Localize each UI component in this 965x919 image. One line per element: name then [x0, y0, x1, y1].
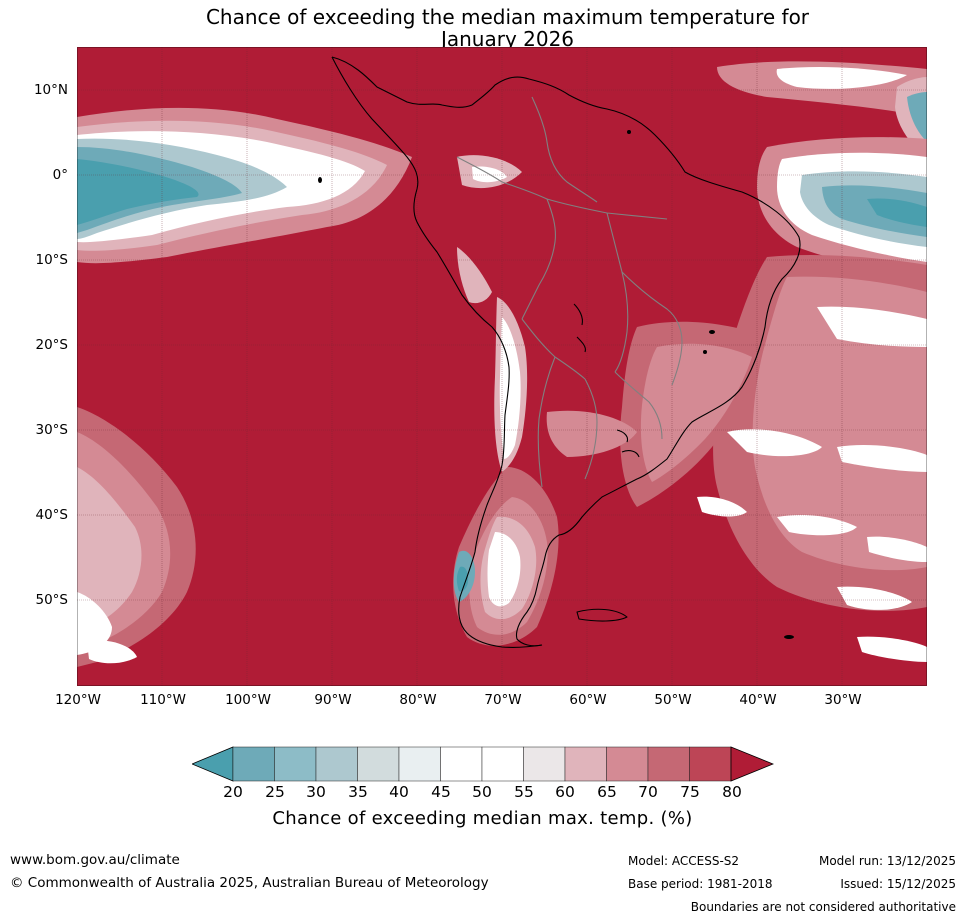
- probability-map: [77, 47, 927, 686]
- colorbar-tick: 70: [638, 783, 658, 801]
- colorbar-extend-high: [730, 746, 774, 782]
- footer-copyright: © Commonwealth of Australia 2025, Austra…: [10, 875, 489, 891]
- map-title-line1: Chance of exceeding the median maximum t…: [205, 5, 810, 29]
- lon-label: 40°W: [739, 692, 777, 708]
- footer-website: www.bom.gov.au/climate: [10, 852, 180, 868]
- colorbar-segment: [232, 746, 275, 782]
- footer-disclaimer: Boundaries are not considered authoritat…: [690, 900, 956, 914]
- colorbar-segment: [481, 746, 524, 782]
- south-america-east-patches: [457, 155, 767, 507]
- colorbar-tick: 80: [722, 783, 742, 801]
- colorbar-tick: 50: [472, 783, 492, 801]
- colorbar-segment: [357, 746, 400, 782]
- colorbar-label: Chance of exceeding median max. temp. (%…: [272, 808, 693, 829]
- lat-label: 20°S: [35, 337, 69, 353]
- atlantic-north-patches: [717, 61, 927, 157]
- lon-label: 80°W: [399, 692, 437, 708]
- colorbar-tick: 75: [680, 783, 700, 801]
- colorbar-tick: 25: [265, 783, 285, 801]
- colorbar-segment: [523, 746, 566, 782]
- lon-label: 120°W: [55, 692, 101, 708]
- coastline-south-america: [331, 56, 801, 648]
- colorbar-segment: [606, 746, 649, 782]
- colorbar-tick: 55: [514, 783, 534, 801]
- map-title-line2: January 2026: [440, 27, 575, 51]
- colorbar-segment: [274, 746, 317, 782]
- lon-label: 50°W: [654, 692, 692, 708]
- lon-label: 100°W: [225, 692, 271, 708]
- footer-base-period: Base period: 1981-2018: [628, 877, 773, 891]
- colorbar: [192, 746, 774, 782]
- footer-model-run: Model run: 13/12/2025: [818, 854, 956, 868]
- pacific-cool-anomaly: [77, 107, 412, 264]
- colorbar-tick: 45: [431, 783, 451, 801]
- lat-label: 0°: [52, 167, 68, 183]
- lat-label: 50°S: [35, 592, 69, 608]
- graticule: [77, 47, 927, 686]
- lat-label: 30°S: [35, 422, 69, 438]
- colorbar-tick: 40: [389, 783, 409, 801]
- footer-issued: Issued: 15/12/2025: [840, 877, 956, 891]
- colorbar-tick: 65: [597, 783, 617, 801]
- lon-label: 70°W: [484, 692, 522, 708]
- colorbar-segment: [647, 746, 690, 782]
- colorbar-segment: [440, 746, 483, 782]
- lon-label: 90°W: [314, 692, 352, 708]
- colorbar-tick: 30: [306, 783, 326, 801]
- andes-patagonia-patches: [453, 247, 559, 646]
- lat-label: 10°S: [35, 252, 69, 268]
- lon-label: 110°W: [140, 692, 186, 708]
- footer-model: Model: ACCESS-S2: [628, 854, 740, 868]
- lat-label: 40°S: [35, 507, 69, 523]
- colorbar-segment: [689, 746, 732, 782]
- colorbar-tick: 60: [555, 783, 575, 801]
- colorbar-extend-low: [192, 746, 234, 782]
- atlantic-south-patches: [87, 254, 927, 664]
- colorbar-segment: [398, 746, 441, 782]
- colorbar-tick: 20: [223, 783, 243, 801]
- pacific-south-patches: [77, 407, 196, 667]
- small-islands: [318, 130, 794, 639]
- lon-label: 30°W: [824, 692, 862, 708]
- colorbar-tick: 35: [348, 783, 368, 801]
- colorbar-segment: [315, 746, 358, 782]
- colorbar-segment: [564, 746, 607, 782]
- lon-label: 60°W: [569, 692, 607, 708]
- country-borders: [456, 96, 683, 488]
- lat-label: 10°N: [33, 82, 68, 98]
